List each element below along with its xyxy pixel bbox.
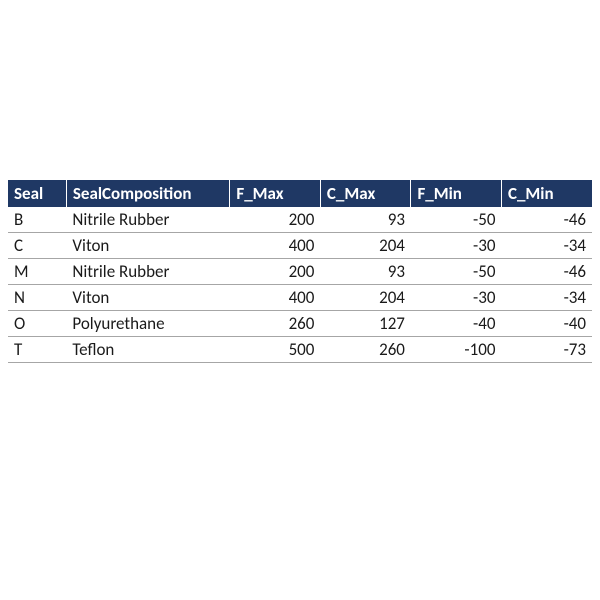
cell-cmin: -46: [501, 207, 592, 233]
cell-comp: Nitrile Rubber: [66, 207, 230, 233]
cell-cmax: 127: [320, 311, 411, 337]
cell-fmin: -50: [411, 207, 502, 233]
cell-comp: Viton: [66, 233, 230, 259]
cell-seal: N: [8, 285, 66, 311]
cell-comp: Viton: [66, 285, 230, 311]
cell-cmax: 93: [320, 259, 411, 285]
cell-cmin: -46: [501, 259, 592, 285]
table-row: T Teflon 500 260 -100 -73: [8, 337, 592, 363]
cell-fmin: -30: [411, 233, 502, 259]
cell-cmax: 93: [320, 207, 411, 233]
cell-fmin: -100: [411, 337, 502, 363]
col-header-comp: SealComposition: [66, 180, 230, 207]
col-header-seal: Seal: [8, 180, 66, 207]
col-header-cmin: C_Min: [501, 180, 592, 207]
header-row: Seal SealComposition F_Max C_Max F_Min C…: [8, 180, 592, 207]
cell-fmin: -40: [411, 311, 502, 337]
col-header-cmax: C_Max: [320, 180, 411, 207]
cell-seal: C: [8, 233, 66, 259]
cell-fmax: 500: [230, 337, 321, 363]
cell-fmax: 200: [230, 259, 321, 285]
table-row: N Viton 400 204 -30 -34: [8, 285, 592, 311]
table-row: M Nitrile Rubber 200 93 -50 -46: [8, 259, 592, 285]
seal-table: Seal SealComposition F_Max C_Max F_Min C…: [8, 180, 592, 363]
cell-seal: B: [8, 207, 66, 233]
cell-fmin: -30: [411, 285, 502, 311]
cell-comp: Polyurethane: [66, 311, 230, 337]
col-header-fmax: F_Max: [230, 180, 321, 207]
cell-cmax: 260: [320, 337, 411, 363]
cell-fmin: -50: [411, 259, 502, 285]
cell-cmin: -73: [501, 337, 592, 363]
cell-cmax: 204: [320, 285, 411, 311]
col-header-fmin: F_Min: [411, 180, 502, 207]
cell-seal: T: [8, 337, 66, 363]
cell-fmax: 400: [230, 285, 321, 311]
cell-fmax: 260: [230, 311, 321, 337]
cell-seal: O: [8, 311, 66, 337]
cell-seal: M: [8, 259, 66, 285]
cell-fmax: 200: [230, 207, 321, 233]
cell-comp: Nitrile Rubber: [66, 259, 230, 285]
table-row: C Viton 400 204 -30 -34: [8, 233, 592, 259]
cell-cmax: 204: [320, 233, 411, 259]
cell-cmin: -40: [501, 311, 592, 337]
table-row: B Nitrile Rubber 200 93 -50 -46: [8, 207, 592, 233]
table-container: Seal SealComposition F_Max C_Max F_Min C…: [8, 180, 592, 363]
table-body: B Nitrile Rubber 200 93 -50 -46 C Viton …: [8, 207, 592, 363]
cell-fmax: 400: [230, 233, 321, 259]
table-row: O Polyurethane 260 127 -40 -40: [8, 311, 592, 337]
cell-comp: Teflon: [66, 337, 230, 363]
cell-cmin: -34: [501, 285, 592, 311]
cell-cmin: -34: [501, 233, 592, 259]
